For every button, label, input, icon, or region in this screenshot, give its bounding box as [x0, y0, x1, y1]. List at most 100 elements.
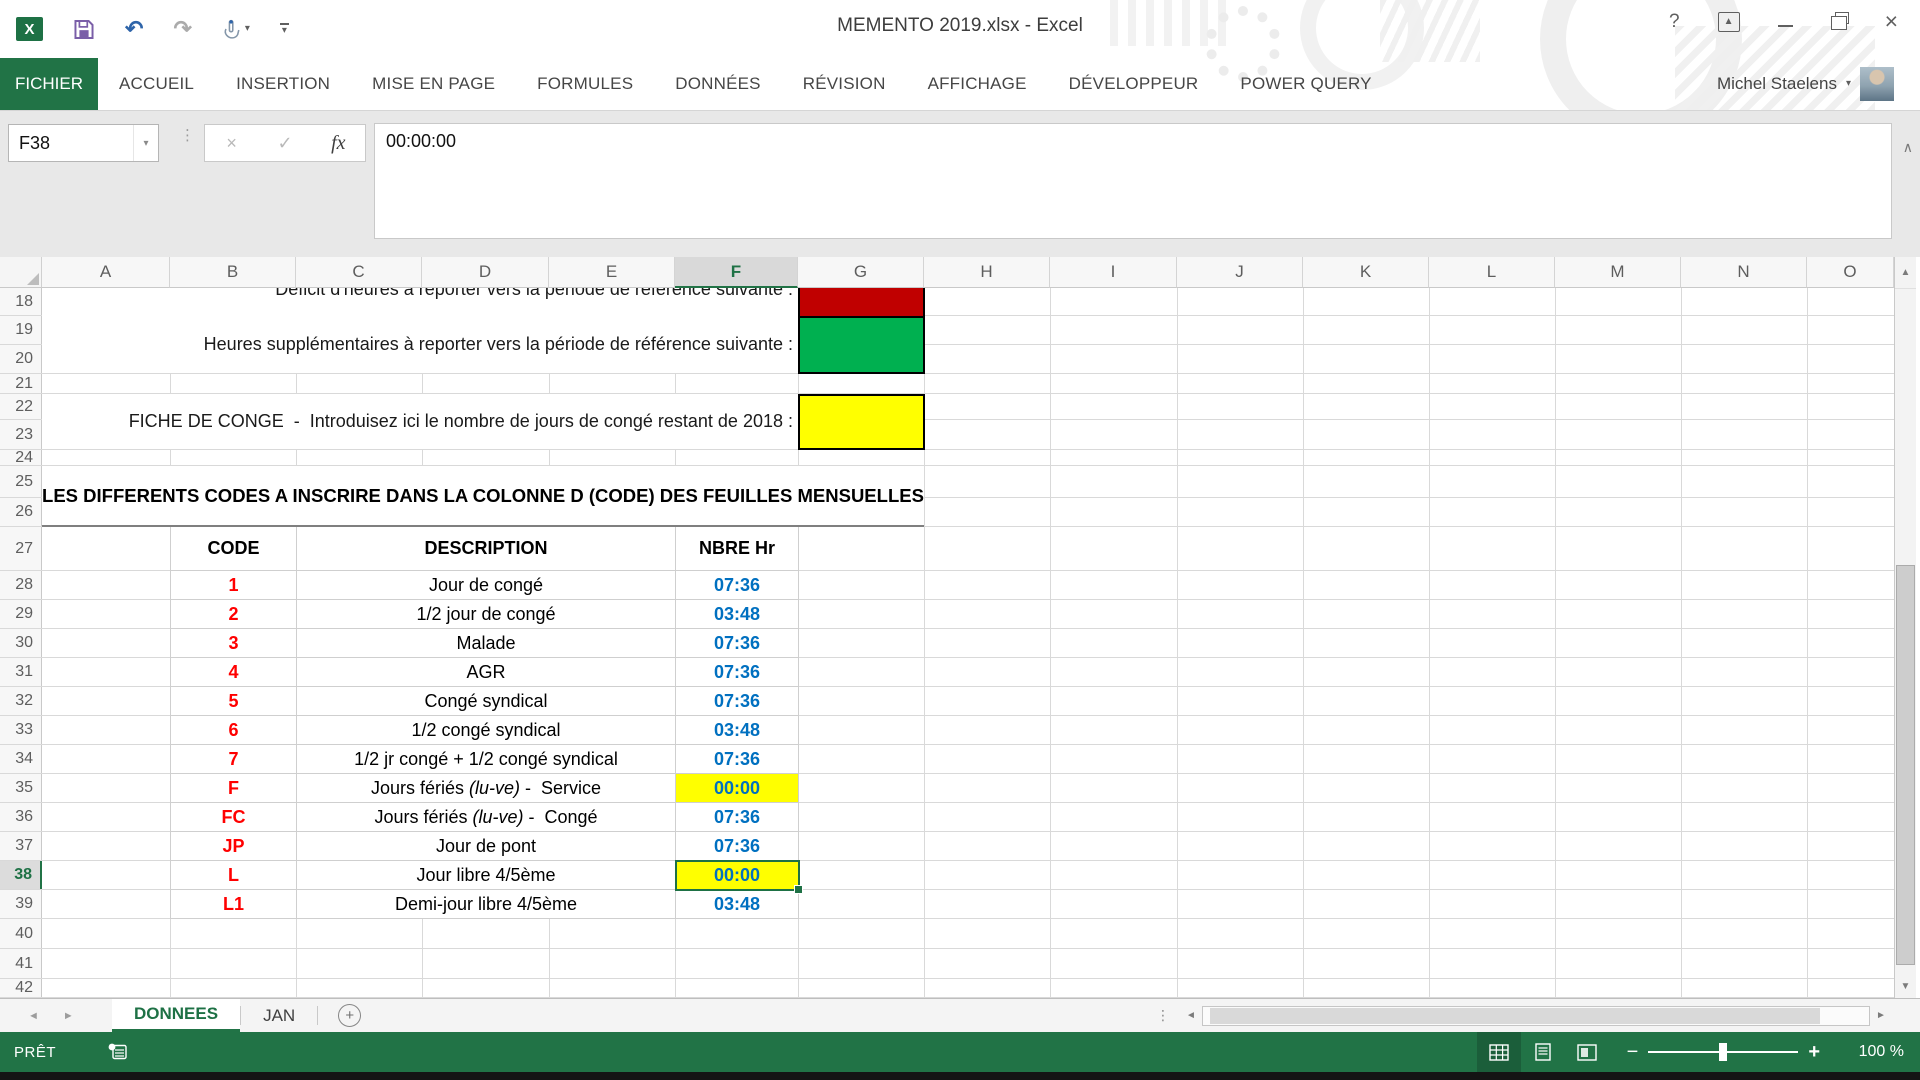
row-header-21[interactable]: 21 [0, 374, 42, 393]
row-header-36[interactable]: 36 [0, 803, 42, 831]
zoom-level[interactable]: 100 % [1858, 1043, 1904, 1060]
row-cells[interactable] [42, 949, 1894, 978]
merged-cell-section-title[interactable]: LES DIFFERENTS CODES A INSCRIRE DANS LA … [42, 466, 924, 527]
view-page-layout-button[interactable] [1521, 1032, 1565, 1072]
save-button[interactable] [73, 19, 95, 40]
merged-cell-fiche-conge[interactable]: FICHE DE CONGE - Introduisez ici le nomb… [42, 394, 798, 449]
row-header-39[interactable]: 39 [0, 890, 42, 918]
row-header-40[interactable]: 40 [0, 919, 42, 948]
header-description[interactable]: DESCRIPTION [297, 527, 676, 570]
column-header-f-selected[interactable]: F [675, 257, 798, 288]
row-header-19[interactable]: 19 [0, 316, 42, 344]
row-header-24[interactable]: 24 [0, 449, 42, 466]
column-header-d[interactable]: D [422, 257, 549, 288]
insert-function-button[interactable]: fx [331, 131, 346, 154]
tab-strip-splitter-icon[interactable]: ⋮ [1156, 1007, 1170, 1023]
cell-code[interactable]: L1 [171, 890, 297, 918]
cell-hours[interactable]: 07:36 [676, 745, 799, 773]
cell-deficit-red[interactable] [798, 288, 925, 318]
tab-donnees[interactable]: DONNÉES [675, 74, 761, 93]
zoom-slider-handle[interactable] [1719, 1043, 1728, 1061]
cell-f38-active[interactable]: 00:00 [676, 861, 799, 889]
tab-mise-en-page[interactable]: MISE EN PAGE [372, 74, 496, 93]
sheet-next-icon[interactable]: ► [62, 1009, 74, 1022]
cell-code[interactable]: L [171, 861, 297, 889]
cell-hours[interactable]: 03:48 [676, 890, 799, 918]
column-header-i[interactable]: I [1050, 257, 1177, 288]
row-header-42[interactable]: 42 [0, 979, 42, 997]
cell-code[interactable]: 1 [171, 571, 297, 599]
cell-description[interactable]: Jours fériés (lu-ve) - Service [297, 774, 676, 802]
cell-code[interactable]: F [171, 774, 297, 802]
column-header-a[interactable]: A [42, 257, 170, 288]
tab-accueil[interactable]: ACCUEIL [119, 74, 195, 93]
horizontal-scrollbar[interactable]: ◄ ► [1180, 1005, 1892, 1027]
row-header-26[interactable]: 26 [0, 498, 42, 526]
cell-description[interactable]: Demi-jour libre 4/5ème [297, 890, 676, 918]
cell-description[interactable]: Malade [297, 629, 676, 657]
cell-code[interactable]: 5 [171, 687, 297, 715]
cell-code[interactable]: JP [171, 832, 297, 860]
cell-hours[interactable]: 07:36 [676, 687, 799, 715]
help-button[interactable]: ? [1668, 11, 1680, 32]
row-cells[interactable] [42, 979, 1894, 997]
formula-bar-grip[interactable]: ⋮ [180, 127, 195, 144]
column-header-e[interactable]: E [549, 257, 675, 288]
merged-cell-notes-top[interactable]: Déficit d'heures à reporter vers la péri… [42, 288, 798, 373]
formula-bar-input[interactable]: 00:00:00 [374, 123, 1892, 239]
zoom-out-button[interactable]: − [1626, 1040, 1639, 1063]
cell-description[interactable]: Congé syndical [297, 687, 676, 715]
column-header-b[interactable]: B [170, 257, 296, 288]
row-header-30[interactable]: 30 [0, 629, 42, 657]
sheet-tab-jan[interactable]: JAN [263, 1005, 296, 1025]
cell-description[interactable]: Jour de congé [297, 571, 676, 599]
sheet-tab-donnees[interactable]: DONNEES [112, 999, 241, 1032]
formula-bar-collapse-icon[interactable]: ∧ [1902, 139, 1913, 155]
ribbon-display-options-button[interactable]: ▲ [1717, 11, 1740, 32]
column-header-m[interactable]: M [1555, 257, 1681, 288]
sheet-grid[interactable]: 18 19 20 21 22 23 24 25 26 27 28 29 30 3… [0, 288, 1894, 998]
restore-button[interactable] [1830, 12, 1849, 30]
row-header-34[interactable]: 34 [0, 745, 42, 773]
cell-hours-highlighted[interactable]: 00:00 [676, 774, 799, 802]
tab-formules[interactable]: FORMULES [537, 74, 634, 93]
tab-revision[interactable]: RÉVISION [802, 74, 886, 93]
row-header-27[interactable]: 27 [0, 527, 42, 570]
cell-hours[interactable]: 07:36 [676, 658, 799, 686]
active-cell-selection-border[interactable] [675, 860, 803, 894]
sheet-prev-icon[interactable]: ◄ [28, 1009, 39, 1022]
cell-code[interactable]: 7 [171, 745, 297, 773]
cell-hours[interactable]: 03:48 [676, 600, 799, 628]
cell-code[interactable]: 6 [171, 716, 297, 744]
enter-button[interactable]: ✓ [277, 132, 293, 153]
header-nbre-hr[interactable]: NBRE Hr [676, 527, 799, 570]
row-header-38-selected[interactable]: 38 [0, 861, 42, 889]
row-header-23[interactable]: 23 [0, 420, 42, 449]
cell-hours[interactable]: 07:36 [676, 803, 799, 831]
column-header-c[interactable]: C [296, 257, 422, 288]
cell-code[interactable]: 4 [171, 658, 297, 686]
vertical-scrollbar[interactable]: ▲ ▼ [1894, 257, 1916, 998]
row-header-33[interactable]: 33 [0, 716, 42, 744]
zoom-in-button[interactable]: + [1808, 1040, 1820, 1063]
horizontal-scrollbar-track[interactable] [1202, 1005, 1870, 1026]
account-area[interactable]: Michel Staelens ▾ [1717, 58, 1920, 110]
scroll-left-icon[interactable]: ◄ [1186, 1010, 1196, 1021]
row-header-25[interactable]: 25 [0, 466, 42, 497]
touch-mode-button[interactable]: ▾ [222, 19, 250, 39]
column-header-n[interactable]: N [1681, 257, 1807, 288]
column-header-g[interactable]: G [798, 257, 924, 288]
column-header-h[interactable]: H [924, 257, 1050, 288]
row-header-32[interactable]: 32 [0, 687, 42, 715]
row-header-37[interactable]: 37 [0, 832, 42, 860]
cell-conge-yellow[interactable] [798, 394, 925, 450]
cell-supplementaires-green[interactable] [798, 316, 925, 374]
scroll-down-icon[interactable]: ▼ [1900, 981, 1911, 992]
tab-power-query[interactable]: POWER QUERY [1240, 74, 1372, 93]
name-box[interactable]: F38 ▾ [8, 124, 159, 162]
row-cells[interactable] [42, 374, 1894, 393]
column-header-l[interactable]: L [1429, 257, 1555, 288]
cell-hours[interactable]: 03:48 [676, 716, 799, 744]
select-all-corner[interactable] [0, 257, 42, 288]
cell-description[interactable]: 1/2 jour de congé [297, 600, 676, 628]
